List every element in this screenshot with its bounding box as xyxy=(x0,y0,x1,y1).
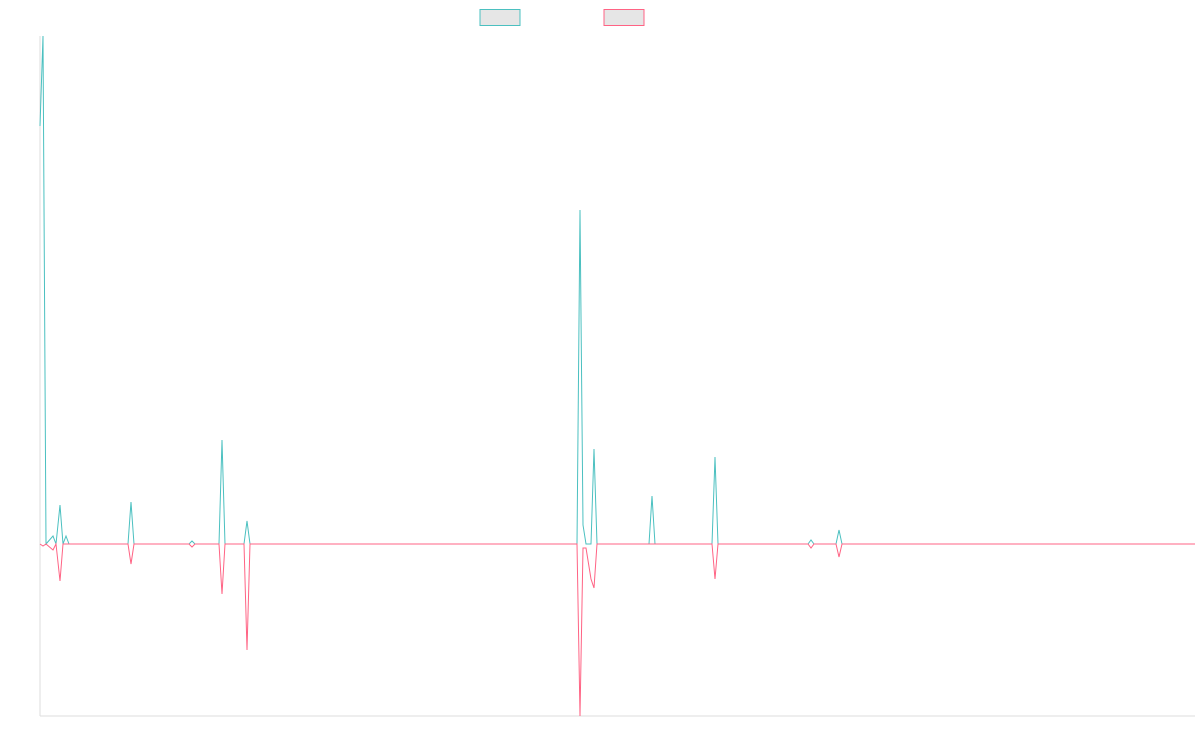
series-line xyxy=(39,542,1195,717)
series-line xyxy=(39,35,1195,546)
legend-swatch xyxy=(479,9,521,26)
legend-swatch xyxy=(603,9,645,26)
